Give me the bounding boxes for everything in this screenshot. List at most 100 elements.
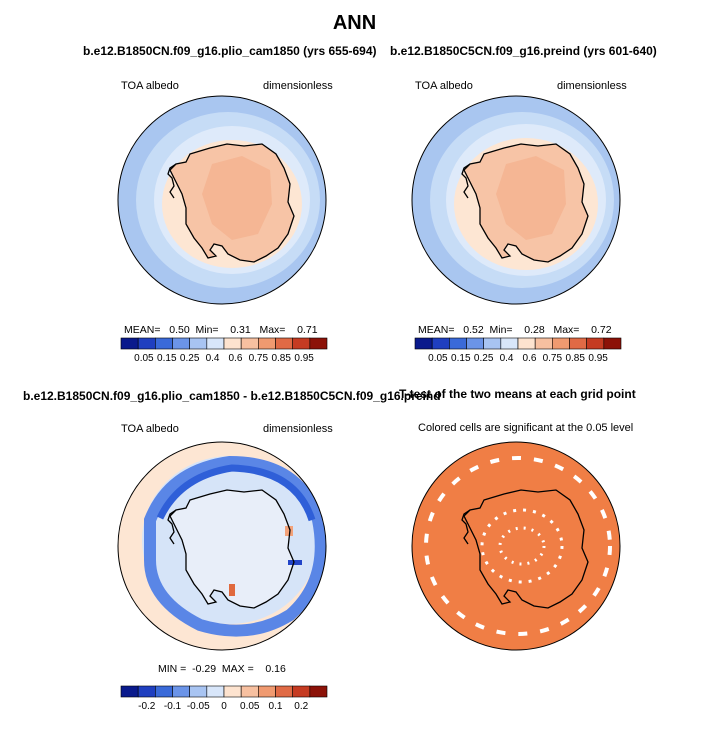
map-border [117,441,327,651]
panel1-title: b.e12.B1850CN.f09_g16.plio_cam1850 (yrs … [83,44,377,58]
mean-value: 0.52 [463,324,484,336]
colorbar-swatch [603,337,622,350]
positive-anomaly [285,526,293,536]
colorbar-swatch [172,337,190,350]
min-label: Min= [489,324,513,336]
diff-blue-band [144,455,326,637]
panel3-title: b.e12.B1850CN.f09_g16.plio_cam1850 - b.e… [23,389,441,403]
colorbar-tick-label: 0.05 [240,701,260,712]
colorbar-swatch [155,685,173,698]
colorbar-tick-label: 0 [221,701,227,712]
max-value: 0.71 [297,324,318,336]
panel2-title: b.e12.B1850C5CN.f09_g16.preind (yrs 601-… [390,44,657,58]
colorbar-tick-label: 0.4 [500,353,514,364]
colorbar-swatch [483,337,502,350]
main-title: ANN [332,12,377,34]
colorbar-swatch [137,685,156,698]
colorbar-tick-label: 0.15 [157,353,177,364]
colorbar-swatch [569,337,587,350]
min-value: 0.28 [524,324,545,336]
colorbar-swatch [292,685,311,698]
panel3-colorbar: -0.2 -0.1 -0.05 0 0.05 0.1 0.2 [120,685,328,712]
panel1-right-label: dimensionless [263,80,333,92]
colorbar-tick-label: 0.05 [428,353,448,364]
max-label: Max= [553,324,580,336]
insignificant-interior [480,508,564,584]
panel2-colorbar: 0.05 0.15 0.25 0.4 0.6 0.75 0.85 0.95 [414,337,622,364]
colorbar-swatch [586,337,605,350]
panel2-right-label: dimensionless [557,80,627,92]
min-label: MIN = [158,663,187,675]
panel1-left-label: TOA albedo [121,80,179,92]
colorbar-tick-label: 0.6 [228,353,242,364]
negative-anomaly [288,560,302,565]
min-label: Min= [195,324,219,336]
colorbar-swatch [240,337,259,350]
panel3-stats: MIN = -0.29 MAX = 0.16 [158,663,286,675]
panel1-colorbar: 0.05 0.15 0.25 0.4 0.6 0.75 0.85 0.95 [120,337,328,364]
colorbar-swatch [275,685,293,698]
colorbar-swatch [120,685,139,698]
panel2-map [411,95,621,305]
colorbar-swatch [449,337,467,350]
colorbar-tick-label: -0.05 [187,701,210,712]
diff-deep-blue-band [156,464,316,522]
mean-label: MEAN= [124,324,161,336]
colorbar-swatch [552,337,570,350]
colorbar-tick-label: 0.15 [451,353,471,364]
colorbar-swatch [240,685,259,698]
colorbar-swatch [500,337,519,350]
colorbar-tick-label: 0.4 [206,353,220,364]
panel2-left-label: TOA albedo [415,80,473,92]
colorbar-tick-label: -0.1 [164,701,182,712]
antarctica-high [202,156,272,240]
colorbar-swatch [137,337,156,350]
panel3-left-label: TOA albedo [121,423,179,435]
colorbar-tick-label: 0.25 [180,353,200,364]
panel4-title: T-test of the two means at each grid poi… [399,387,636,401]
colorbar-swatch [172,685,190,698]
map-border [411,95,621,305]
colorbar-swatch [206,685,225,698]
colorbar-tick-label: 0.85 [271,353,291,364]
positive-anomaly [229,584,235,596]
max-value: 0.16 [265,663,286,675]
colorbar-tick-label: 0.85 [565,353,585,364]
colorbar-swatch [189,685,208,698]
colorbar-swatch [223,337,242,350]
insignificant-interior [498,526,546,566]
colorbar-tick-label: 0.1 [269,701,283,712]
colorbar-tick-label: 0.6 [522,353,536,364]
colorbar-swatch [534,337,553,350]
colorbar-swatch [155,337,173,350]
colorbar-swatch [120,337,139,350]
min-value: 0.31 [230,324,251,336]
antarctica-high [496,156,566,240]
insignificant-ring [424,456,612,636]
panel1-stats: MEAN= 0.50 Min= 0.31 Max= 0.71 [124,324,318,336]
colorbar-swatch [517,337,536,350]
colorbar-tick-label: 0.75 [543,353,563,364]
mean-value: 0.50 [169,324,190,336]
colorbar-tick-label: 0.95 [588,353,608,364]
colorbar-tick-label: 0.75 [249,353,269,364]
panel1-map [117,95,327,305]
panel4-subtitle: Colored cells are significant at the 0.0… [418,422,634,434]
max-label: MAX = [221,663,254,675]
min-value: -0.29 [192,663,217,675]
colorbar-swatch [258,685,276,698]
colorbar-swatch [292,337,311,350]
colorbar-tick-label: 0.95 [294,353,314,364]
colorbar-swatch [258,337,276,350]
panel2-stats: MEAN= 0.52 Min= 0.28 Max= 0.72 [418,324,612,336]
significance-field [412,442,620,650]
colorbar-swatch [431,337,450,350]
colorbar-tick-label: 0.05 [134,353,154,364]
map-border [117,95,327,305]
mean-label: MEAN= [418,324,455,336]
colorbar-swatch [223,685,242,698]
colorbar-swatch [414,337,433,350]
max-label: Max= [259,324,286,336]
colorbar-swatch [309,685,328,698]
